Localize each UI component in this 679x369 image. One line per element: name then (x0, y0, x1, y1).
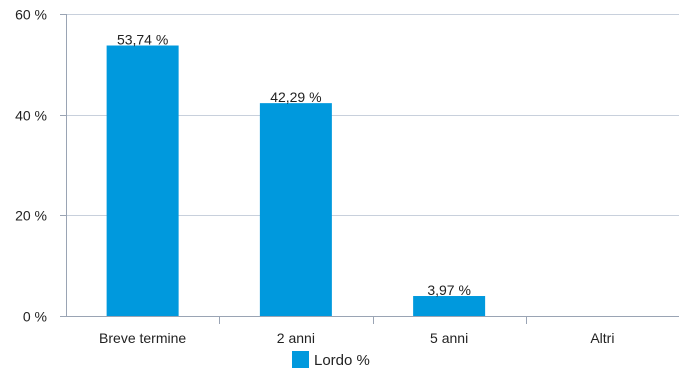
legend-label: Lordo % (314, 352, 370, 369)
value-label: 53,74 % (117, 32, 168, 48)
bars (106, 45, 486, 316)
legend-swatch (292, 351, 309, 368)
x-tick-label: Altri (590, 330, 614, 346)
x-tick-label: 5 anni (430, 330, 468, 346)
bar-2[interactable] (413, 296, 486, 316)
y-tick-label: 0 % (23, 309, 47, 325)
y-tick-label: 20 % (15, 208, 47, 224)
x-tick-label: 2 anni (277, 330, 315, 346)
bar-1[interactable] (259, 103, 332, 316)
value-label: 3,97 % (427, 282, 471, 298)
y-tick-label: 40 % (15, 108, 47, 124)
value-labels: 53,74 % 42,29 % 3,97 % (117, 32, 471, 299)
y-tick-label: 60 % (15, 7, 47, 23)
y-axis-ticks: 0 % 20 % 40 % 60 % (15, 7, 67, 325)
value-label: 42,29 % (270, 89, 321, 105)
bar-0[interactable] (106, 45, 179, 316)
x-tick-label: Breve termine (99, 330, 186, 346)
legend[interactable]: Lordo % (292, 351, 370, 369)
x-axis: Breve termine 2 anni 5 anni Altri (99, 316, 614, 346)
